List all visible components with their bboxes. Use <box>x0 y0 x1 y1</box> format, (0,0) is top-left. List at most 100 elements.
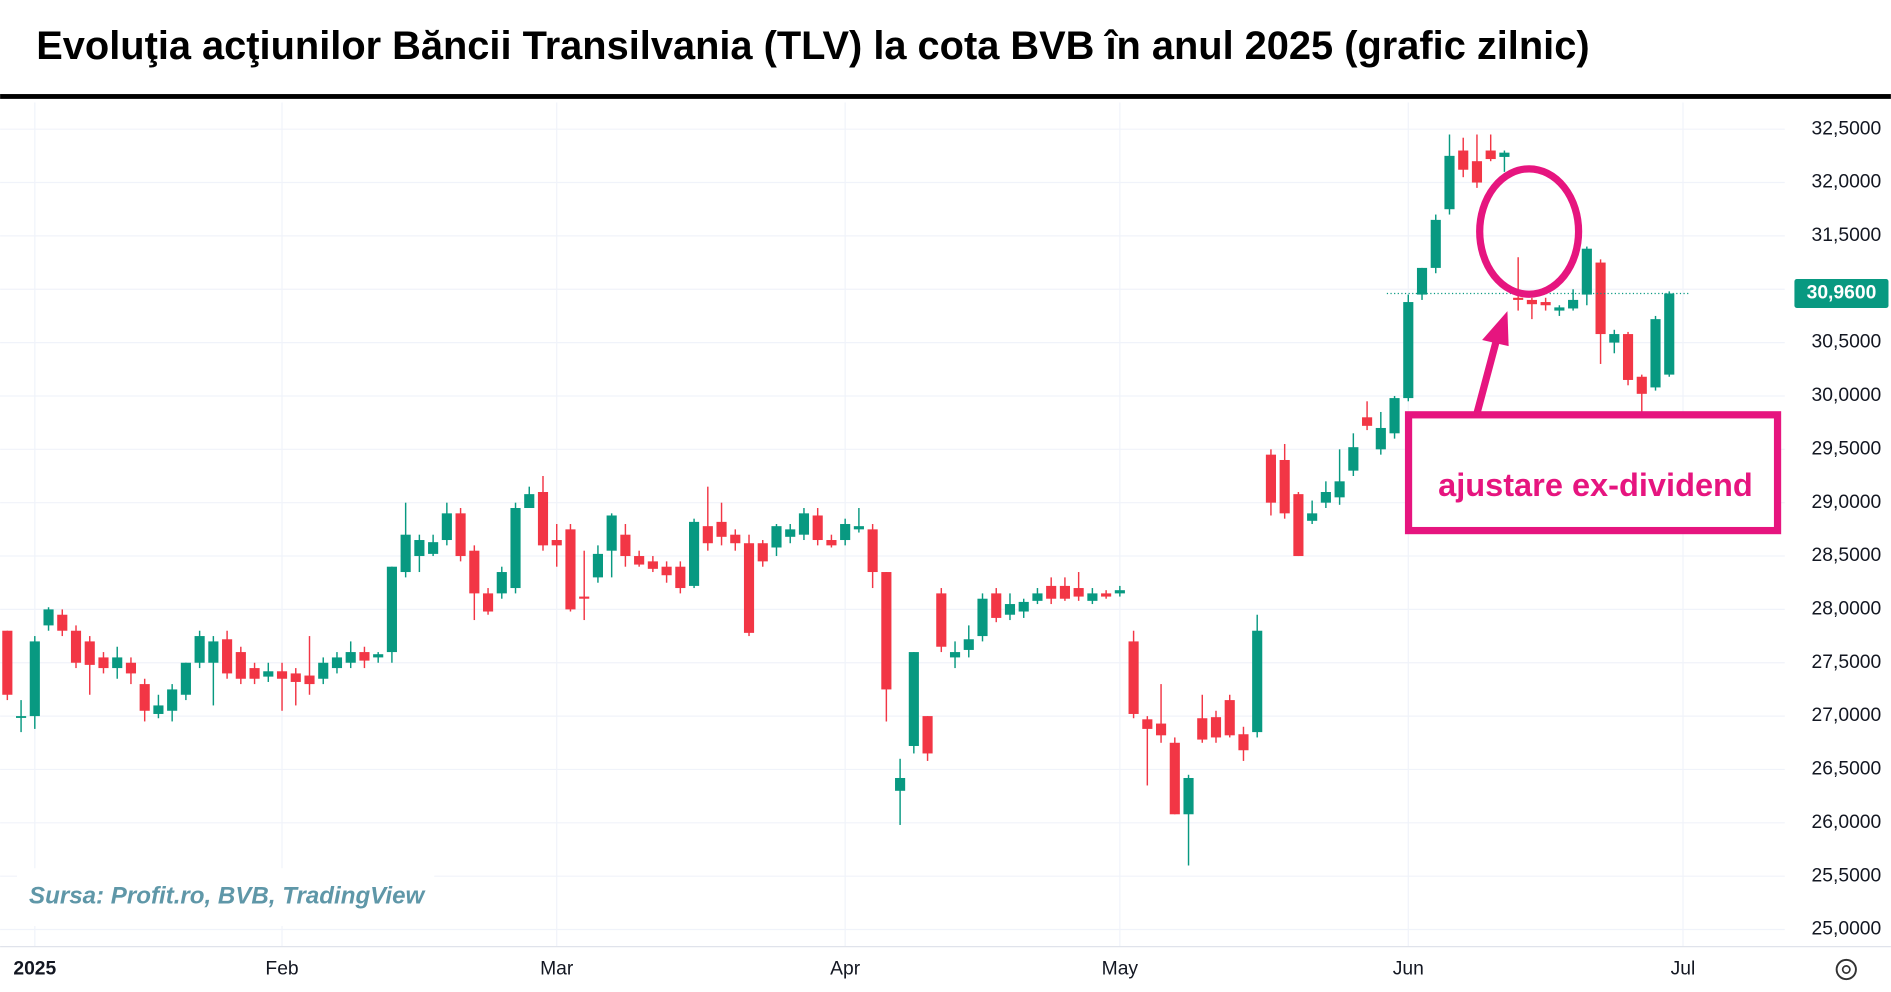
y-tick-label: 30,0000 <box>1812 385 1882 406</box>
candle-body <box>57 614 68 631</box>
candle-body <box>551 540 562 546</box>
candle-body <box>180 662 191 695</box>
candle-body <box>606 515 617 551</box>
candle-body <box>922 716 933 754</box>
candle-body <box>881 572 892 690</box>
candle-body <box>1499 152 1510 157</box>
candle-body <box>1155 723 1167 736</box>
candle-body <box>304 675 315 685</box>
candle-body <box>757 543 768 562</box>
candle-body <box>373 654 384 658</box>
candle-body <box>318 662 329 679</box>
candle-body <box>414 540 425 557</box>
candle-body <box>290 673 301 682</box>
candle-body <box>1073 588 1084 597</box>
x-tick-label: Feb <box>265 959 298 980</box>
candle-body <box>785 529 796 537</box>
candle-body <box>1197 718 1208 740</box>
candle-body <box>84 641 95 665</box>
candle-body <box>812 515 823 541</box>
candle-body <box>1293 494 1304 557</box>
candle-body <box>1210 717 1222 738</box>
last-price-label: 30,9600 <box>1807 283 1877 304</box>
x-tick-label: 2025 <box>13 959 56 980</box>
highlight-ellipse <box>1476 165 1583 298</box>
candle-body <box>1252 630 1263 733</box>
candle-body <box>702 526 713 544</box>
candle-body <box>1224 700 1235 736</box>
candle-body <box>1444 155 1455 210</box>
candle-body <box>1018 601 1029 612</box>
candle-body <box>798 513 810 535</box>
candle-body <box>1128 641 1139 714</box>
candle-body <box>400 534 411 573</box>
candle-body <box>661 566 672 576</box>
y-tick-label: 26,5000 <box>1812 759 1882 780</box>
y-tick-label: 32,0000 <box>1812 172 1882 193</box>
axes: 25,0000 25,5000 26,0000 26,5000 27,0000 27,50… <box>13 118 1889 980</box>
candle-body <box>1087 593 1098 601</box>
candle-body <box>1265 454 1277 503</box>
candle-body <box>469 550 480 594</box>
candle-body <box>524 494 535 509</box>
candle-body <box>1581 248 1592 295</box>
candle-body <box>1664 293 1675 375</box>
candle-body <box>16 716 27 718</box>
candle-body <box>1650 319 1661 388</box>
candle-body <box>963 639 974 650</box>
x-tick-label: Mar <box>540 959 574 980</box>
y-tick-label: 27,0000 <box>1812 705 1882 726</box>
candle-body <box>331 657 343 669</box>
candle-body <box>1471 161 1483 183</box>
candle-body <box>634 556 645 565</box>
candle-body <box>70 630 82 663</box>
candle-body <box>1334 481 1345 498</box>
candle-body <box>1595 262 1606 335</box>
candle-body <box>1348 447 1359 471</box>
candle-body <box>208 641 219 663</box>
candle-body <box>276 671 288 679</box>
candle-body <box>579 596 590 599</box>
candle-body <box>496 572 507 594</box>
candle-body <box>1526 299 1537 305</box>
candle-body <box>1238 734 1249 751</box>
y-tick-label: 27,5000 <box>1812 652 1882 673</box>
candle-body <box>1183 777 1194 815</box>
candle-body <box>139 684 150 711</box>
candle-body <box>167 689 178 711</box>
candle-body <box>1101 593 1112 597</box>
candle-body <box>1485 150 1496 160</box>
title-rule <box>0 94 1891 99</box>
candle-body <box>222 639 233 674</box>
candle-body <box>991 593 1002 618</box>
settings-icon-core <box>1841 965 1851 974</box>
y-tick-label: 25,5000 <box>1812 865 1882 886</box>
candle-body <box>1389 398 1400 434</box>
x-tick-label: May <box>1102 959 1139 980</box>
candle-body <box>908 652 919 746</box>
candle-body <box>194 636 205 663</box>
candle-body <box>1568 299 1579 309</box>
candle-body <box>345 652 356 663</box>
candle-body <box>1416 267 1428 295</box>
candle-body <box>1403 302 1414 399</box>
x-tick-label: Jul <box>1671 959 1696 980</box>
y-tick-label: 25,0000 <box>1812 919 1882 940</box>
candle-body <box>689 521 700 586</box>
settings-icon[interactable] <box>1835 958 1857 981</box>
y-tick-label: 30,5000 <box>1812 332 1882 353</box>
grid <box>0 102 1785 947</box>
candle-body <box>510 508 521 589</box>
candle-body <box>428 542 439 554</box>
candle-body <box>1430 219 1441 268</box>
candle-body <box>565 529 576 610</box>
candle-body <box>730 534 741 544</box>
candle-body <box>1059 585 1070 599</box>
candle-body <box>441 513 452 541</box>
candle-body <box>263 671 274 677</box>
candles <box>2 134 1689 866</box>
y-tick-label: 28,0000 <box>1812 598 1882 619</box>
candle-body <box>455 513 466 557</box>
